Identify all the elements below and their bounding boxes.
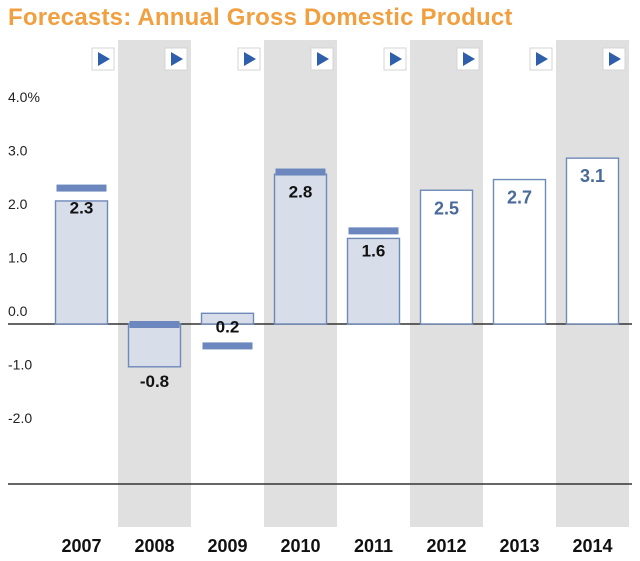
bar-2011 (346, 237, 401, 325)
bar-2007 (54, 200, 109, 325)
bar-2010 (273, 173, 328, 325)
category-label-2009: 2009 (207, 536, 247, 556)
y-tick-label: 3.0 (8, 143, 28, 159)
bar-2009 (200, 312, 255, 325)
y-tick-label: -2.0 (8, 410, 32, 426)
category-label-2011: 2011 (354, 536, 393, 556)
play-icon[interactable] (529, 47, 553, 71)
category-label-2013: 2013 (499, 536, 539, 556)
play-icon[interactable] (310, 47, 334, 71)
play-icon[interactable] (91, 47, 115, 71)
x-axis-labels: 2007 2008 2009 2010 2011 2012 2013 2014 (61, 536, 612, 556)
value-label-2007: 2.3 (70, 199, 94, 218)
bar-2014 (565, 157, 620, 325)
y-tick-label: 1.0 (8, 250, 28, 266)
play-icon[interactable] (456, 47, 480, 71)
play-triangle[interactable] (98, 52, 110, 66)
play-triangle[interactable] (609, 52, 621, 66)
value-labels: 2.3 -0.8 0.2 2.8 1.6 2.5 2.7 3.1 (70, 166, 605, 391)
play-icon[interactable] (237, 47, 261, 71)
y-axis-ticks: 4.0% 3.0 2.0 1.0 0.0 -1.0 -2.0 (8, 89, 40, 426)
category-label-2007: 2007 (61, 536, 101, 556)
previous-estimate-markers (56, 168, 399, 350)
play-triangle[interactable] (390, 52, 402, 66)
play-icon[interactable] (602, 47, 626, 71)
play-buttons[interactable] (91, 47, 626, 71)
previous-estimate-2008 (129, 321, 180, 328)
value-label-2012: 2.5 (434, 198, 459, 218)
value-label-2008: -0.8 (140, 372, 169, 391)
previous-estimate-2009 (202, 342, 253, 350)
bar-2008 (127, 323, 182, 368)
play-icon[interactable] (164, 47, 188, 71)
play-triangle[interactable] (317, 52, 329, 66)
value-label-2009: 0.2 (216, 317, 240, 336)
y-tick-label: 4.0% (8, 89, 40, 105)
play-triangle[interactable] (536, 52, 548, 66)
bars (54, 157, 620, 368)
value-label-2014: 3.1 (580, 166, 605, 186)
y-tick-label: 2.0 (8, 196, 28, 212)
chart-title: Forecasts: Annual Gross Domestic Product (8, 4, 513, 31)
play-triangle[interactable] (244, 52, 256, 66)
bar-2012 (419, 189, 474, 325)
previous-estimate-2011 (348, 227, 399, 235)
play-triangle[interactable] (171, 52, 183, 66)
bar-2013 (492, 178, 547, 325)
previous-estimate-2007 (56, 184, 107, 192)
category-label-2012: 2012 (426, 536, 466, 556)
value-label-2013: 2.7 (507, 188, 532, 208)
category-label-2008: 2008 (134, 536, 174, 556)
play-icon[interactable] (383, 47, 407, 71)
category-label-2014: 2014 (572, 536, 612, 556)
value-label-2011: 1.6 (362, 241, 386, 260)
previous-estimate-2010 (275, 168, 326, 176)
value-label-2010: 2.8 (289, 183, 313, 202)
play-triangle[interactable] (463, 52, 475, 66)
y-tick-label: -1.0 (8, 357, 32, 373)
category-label-2010: 2010 (280, 536, 320, 556)
y-tick-label: 0.0 (8, 303, 28, 319)
band-2008 (118, 40, 191, 527)
